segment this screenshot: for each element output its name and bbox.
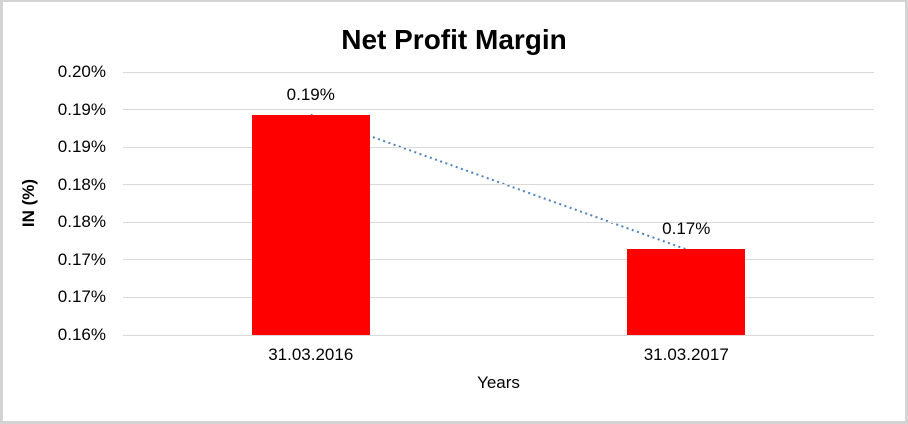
- gridline: [123, 334, 874, 336]
- y-axis-tick-label: 0.19%: [57, 137, 106, 157]
- trendline: [310, 113, 687, 251]
- y-axis-title: IN (%): [19, 178, 38, 228]
- gridline: [123, 146, 874, 148]
- bar: [627, 249, 746, 335]
- gridline: [123, 259, 874, 261]
- gridline: [123, 221, 874, 223]
- bar-data-label: 0.19%: [286, 84, 335, 104]
- y-axis-tick-label: 0.17%: [57, 249, 106, 269]
- gridline: [123, 184, 874, 186]
- plot-area: [123, 71, 874, 336]
- y-axis-tick-label: 0.19%: [57, 99, 106, 119]
- bar: [251, 114, 370, 335]
- y-axis-tick-label: 0.17%: [57, 287, 106, 307]
- x-axis-tick-label: 31.03.2017: [643, 345, 729, 364]
- gridline: [123, 296, 874, 298]
- chart-title: Net Profit Margin: [341, 24, 567, 55]
- x-axis-tick-label: 31.03.2016: [268, 345, 354, 364]
- gridline: [123, 71, 874, 73]
- gridline: [123, 109, 874, 111]
- y-axis-tick-label: 0.20%: [57, 62, 106, 81]
- y-axis-tick-label: 0.18%: [57, 212, 106, 232]
- y-axis-tick-label: 0.18%: [57, 174, 106, 194]
- bar-data-label: 0.17%: [662, 219, 711, 239]
- y-axis-tick-label: 0.16%: [57, 325, 106, 344]
- x-axis-title: Years: [477, 373, 520, 392]
- trendline-line: [310, 113, 687, 251]
